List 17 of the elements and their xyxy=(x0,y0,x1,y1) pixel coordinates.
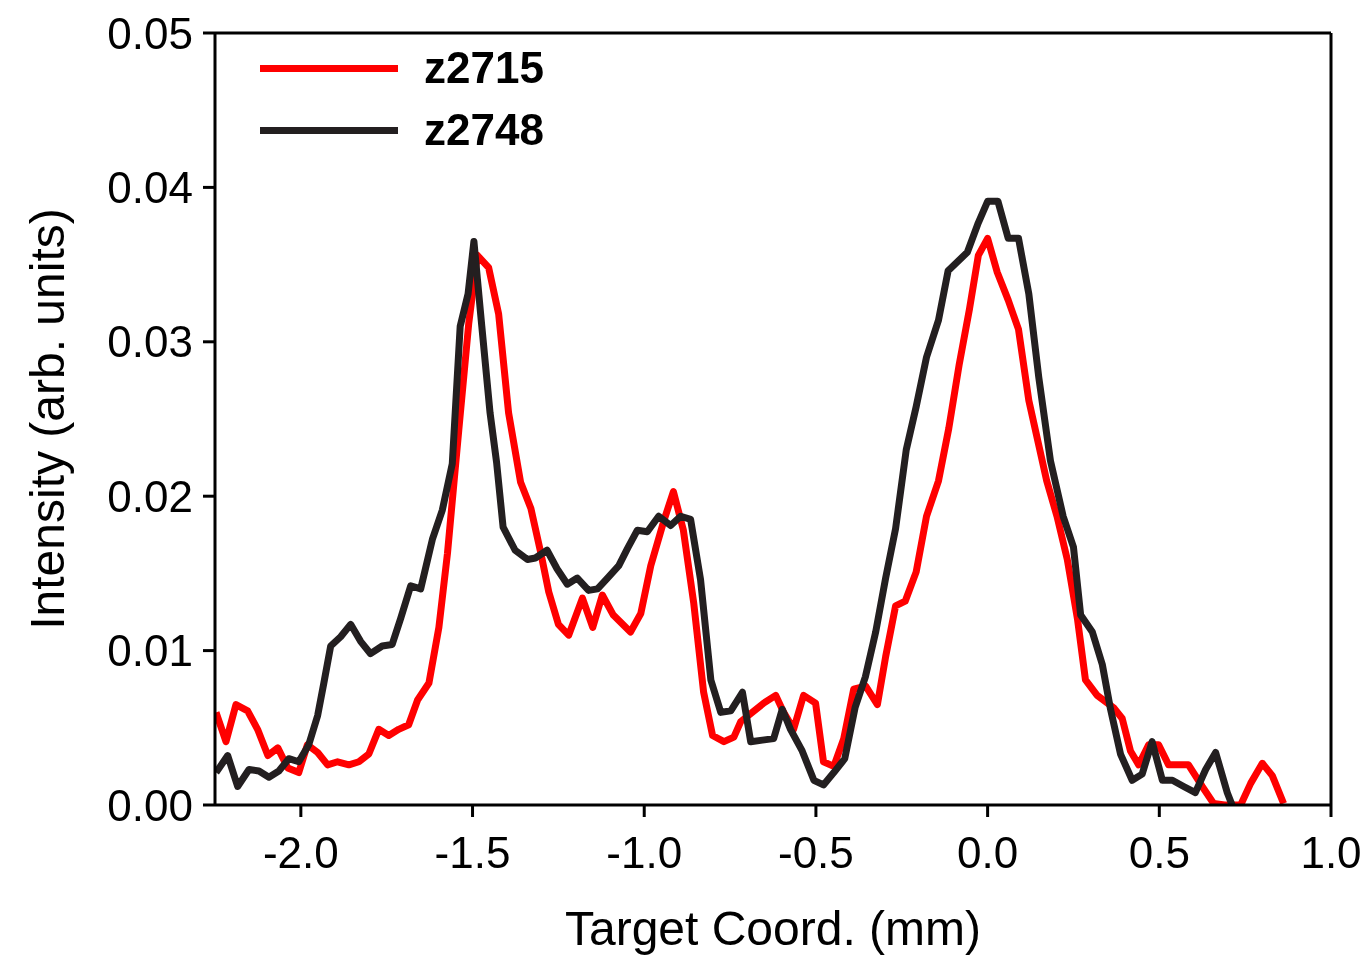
legend-label: z2715 xyxy=(424,43,544,93)
y-tick-label: 0.01 xyxy=(107,626,193,676)
y-tick-label: 0.05 xyxy=(107,8,193,58)
x-tick-label: -2.0 xyxy=(262,828,339,878)
x-tick-label: 1.0 xyxy=(1300,828,1362,878)
legend-label: z2748 xyxy=(424,105,544,155)
x-tick-label: 0.0 xyxy=(957,828,1019,878)
y-tick-label: 0.03 xyxy=(107,317,193,367)
y-tick-label: 0.04 xyxy=(107,163,193,213)
x-axis-title: Target Coord. (mm) xyxy=(564,902,982,955)
x-tick-label: -0.5 xyxy=(778,828,854,878)
x-tick-label: 0.5 xyxy=(1128,828,1190,878)
y-axis-title: Intensity (arb. units) xyxy=(21,208,75,630)
y-tick-label: 0.00 xyxy=(107,780,193,830)
x-tick-label: -1.5 xyxy=(434,828,511,878)
y-tick-label: 0.02 xyxy=(107,471,193,521)
x-tick-label: -1.0 xyxy=(606,828,683,878)
